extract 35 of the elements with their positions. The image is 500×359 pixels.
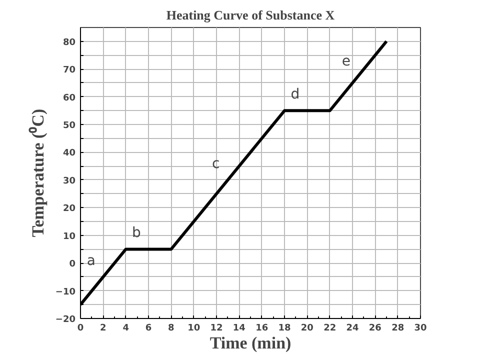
- chart-title: Heating Curve of Substance X: [166, 8, 336, 22]
- y-tick-label: 60: [62, 93, 76, 104]
- x-tick-label: 22: [324, 324, 336, 334]
- y-tick-label: 70: [62, 66, 76, 76]
- y-tick-label: 30: [62, 176, 76, 186]
- x-tick-label: 10: [188, 324, 200, 334]
- x-tick-label: 26: [368, 324, 382, 334]
- y-axis-title: Temperature (⁰C): [28, 108, 48, 238]
- y-tick-label: 20: [62, 204, 76, 214]
- x-tick-label: 6: [145, 324, 152, 334]
- y-tick-label: 80: [62, 38, 76, 48]
- y-tick-label: 40: [62, 148, 76, 159]
- x-tick-label: 30: [414, 324, 427, 334]
- annotation: d: [290, 86, 300, 103]
- y-tick-label: −10: [55, 287, 76, 298]
- x-tick-label: 12: [210, 324, 223, 334]
- annotation: b: [132, 225, 142, 242]
- x-tick-label: 16: [256, 324, 268, 334]
- y-tick-label: −20: [55, 315, 76, 325]
- annotation: a: [86, 252, 96, 269]
- x-tick-label: 2: [100, 324, 106, 334]
- x-tick-label: 24: [346, 324, 359, 334]
- x-tick-label: 28: [392, 324, 404, 334]
- x-tick-label: 18: [278, 324, 291, 334]
- x-axis-title: Time (min): [210, 334, 292, 352]
- x-tick-label: 4: [122, 324, 129, 334]
- x-tick-label: 0: [77, 324, 84, 334]
- annotation: c: [212, 156, 220, 172]
- annotation: e: [342, 54, 350, 70]
- y-tick-label: 10: [62, 232, 76, 242]
- x-tick-label: 8: [168, 324, 174, 334]
- y-tick-label: 50: [62, 121, 76, 131]
- x-tick-label: 14: [232, 324, 246, 334]
- y-tick-label: 0: [69, 260, 76, 270]
- x-tick-label: 20: [300, 324, 314, 334]
